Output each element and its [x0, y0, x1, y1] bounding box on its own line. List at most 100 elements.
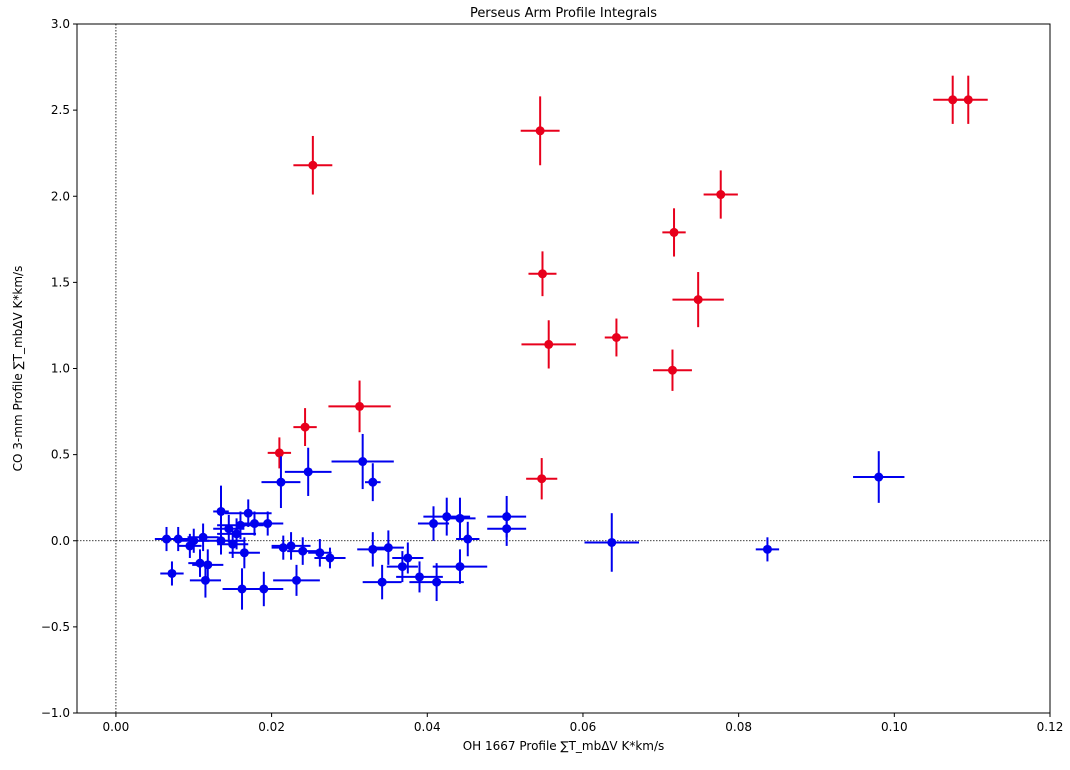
- x-axis-label: OH 1667 Profile ∑T_mbΔV K*km/s: [463, 739, 665, 753]
- x-tick-label: 0.10: [881, 720, 908, 734]
- data-point: [528, 251, 557, 297]
- data-point: [521, 320, 576, 369]
- data-point: [273, 564, 320, 596]
- data-point: [604, 318, 629, 357]
- point-marker: [669, 227, 679, 237]
- point-marker: [228, 539, 238, 549]
- point-marker: [762, 544, 772, 554]
- point-marker: [259, 584, 269, 594]
- point-marker: [249, 519, 259, 529]
- data-point: [755, 537, 780, 562]
- data-point: [224, 499, 272, 527]
- point-marker: [414, 572, 424, 582]
- point-marker: [232, 529, 242, 539]
- point-marker: [963, 95, 973, 105]
- data-point: [213, 514, 245, 543]
- point-marker: [276, 477, 286, 487]
- data-point: [520, 96, 560, 166]
- point-marker: [429, 519, 439, 529]
- data-point: [365, 463, 381, 502]
- point-marker: [537, 269, 547, 279]
- data-point: [672, 272, 724, 328]
- data-point: [328, 380, 391, 433]
- data-point: [189, 563, 222, 598]
- y-tick-label: 1.5: [51, 275, 70, 289]
- plot-frame: [76, 23, 1051, 714]
- data-point: [308, 539, 332, 567]
- point-marker: [173, 534, 183, 544]
- point-marker: [325, 553, 335, 563]
- y-tick-label: 2.0: [51, 189, 70, 203]
- point-marker: [358, 457, 368, 467]
- data-point: [372, 530, 404, 565]
- point-marker: [403, 553, 413, 563]
- point-marker: [216, 506, 226, 516]
- data-point: [284, 447, 332, 496]
- data-point: [417, 506, 450, 541]
- point-marker: [278, 543, 288, 553]
- data-point: [653, 349, 692, 391]
- point-marker: [432, 577, 442, 587]
- chart-title: Perseus Arm Profile Integrals: [470, 6, 657, 21]
- data-point: [853, 451, 905, 503]
- data-point: [271, 532, 311, 560]
- point-marker: [224, 524, 234, 534]
- data-point: [584, 513, 640, 572]
- x-tick-label: 0.06: [570, 720, 597, 734]
- x-tick-label: 0.00: [103, 720, 130, 734]
- point-marker: [292, 575, 302, 585]
- point-marker: [442, 512, 452, 522]
- point-marker: [368, 477, 378, 487]
- data-point: [228, 537, 260, 569]
- point-marker: [502, 524, 512, 534]
- data-point: [267, 437, 292, 469]
- point-marker: [377, 577, 387, 587]
- data-point: [409, 563, 464, 602]
- point-marker: [303, 467, 313, 477]
- data-point: [244, 571, 284, 607]
- data-point: [662, 208, 686, 257]
- y-tick-label: 0.0: [51, 534, 70, 548]
- point-marker: [300, 422, 310, 432]
- point-marker: [235, 520, 245, 530]
- point-marker: [607, 537, 617, 547]
- data-point: [197, 526, 245, 555]
- data-point: [160, 561, 184, 586]
- point-marker: [693, 295, 703, 305]
- data-point: [178, 533, 202, 558]
- data-point: [396, 561, 443, 593]
- point-marker: [874, 472, 884, 482]
- data-point: [386, 551, 418, 583]
- point-marker: [200, 575, 210, 585]
- data-point: [261, 456, 301, 509]
- point-marker: [716, 190, 726, 200]
- data-point: [293, 408, 317, 447]
- y-tick-label: −1.0: [41, 706, 70, 720]
- y-axis-label: CO 3-mm Profile ∑T_mbΔV K*km/s: [11, 266, 25, 472]
- point-marker: [667, 365, 677, 375]
- point-marker: [455, 562, 465, 572]
- point-marker: [397, 562, 407, 572]
- y-tick-label: 2.5: [51, 103, 70, 117]
- data-point: [948, 75, 988, 124]
- data-point: [432, 549, 488, 584]
- reference-lines: [77, 24, 1050, 713]
- data-point: [357, 532, 389, 567]
- point-marker: [216, 536, 226, 546]
- data-point: [188, 549, 212, 577]
- data-point: [217, 530, 249, 558]
- point-marker: [195, 558, 205, 568]
- point-marker: [167, 568, 177, 578]
- point-marker: [368, 544, 378, 554]
- data-point: [362, 564, 402, 600]
- point-marker: [185, 541, 195, 551]
- data-points: [154, 75, 988, 610]
- y-tick-label: −0.5: [41, 620, 70, 634]
- x-axis-ticks: 0.00 0.02 0.04 0.06 0.08 0.10 0.12: [103, 713, 1063, 734]
- point-marker: [239, 548, 249, 558]
- x-tick-label: 0.02: [258, 720, 285, 734]
- point-marker: [383, 543, 393, 553]
- data-point: [456, 521, 480, 557]
